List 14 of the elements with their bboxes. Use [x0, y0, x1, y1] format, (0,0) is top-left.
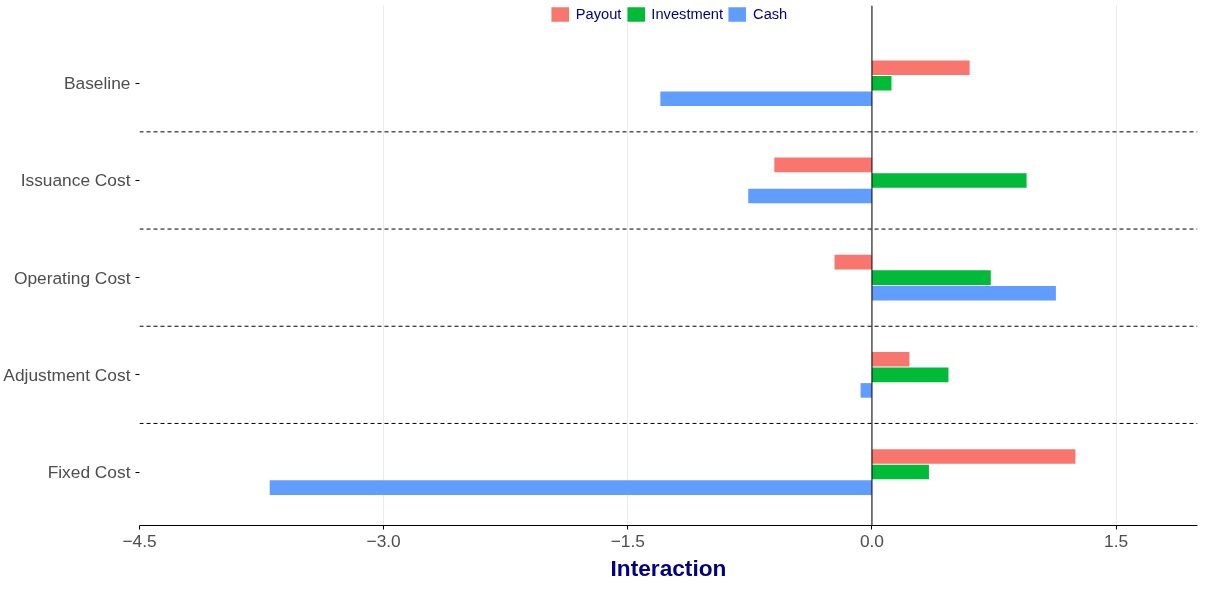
- x-tick-label: 1.5: [1104, 530, 1129, 551]
- y-tick-label: Adjustment Cost: [3, 364, 131, 385]
- legend-label: Payout: [575, 6, 622, 22]
- legend-label: Cash: [753, 6, 788, 22]
- y-tick-label: Issuance Cost: [20, 170, 131, 191]
- legend-label: Investment: [651, 6, 724, 22]
- x-tick-label: 0.0: [859, 530, 885, 551]
- x-tick-label: −3.0: [366, 530, 401, 551]
- y-tick-label: Fixed Cost: [47, 462, 131, 483]
- x-axis-title: Interaction: [610, 554, 727, 581]
- y-tick-label: Baseline: [64, 73, 131, 94]
- x-tick-label: −4.5: [122, 530, 157, 551]
- y-tick-label: Operating Cost: [13, 267, 131, 288]
- x-tick-label: −1.5: [610, 530, 645, 551]
